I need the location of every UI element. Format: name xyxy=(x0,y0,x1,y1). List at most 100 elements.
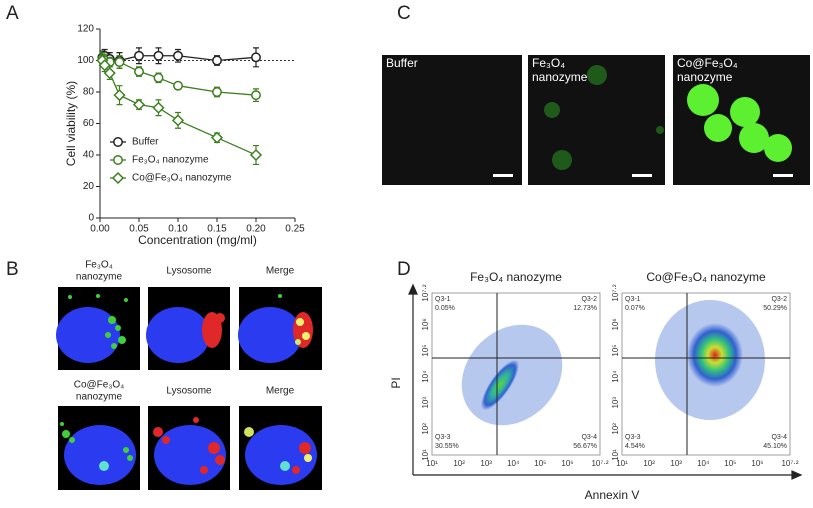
quadrant-percent: 50.29% xyxy=(763,305,787,312)
image-label: nanozyme xyxy=(677,70,733,84)
legend-label: Co@Fe₃O₄ nanozyme xyxy=(132,173,232,184)
y-tick-label: 10³ xyxy=(611,397,620,409)
y-tick-label: 10¹ xyxy=(421,449,430,461)
data-point xyxy=(251,52,261,63)
x-tick-label: 10² xyxy=(453,459,465,468)
plot-frame xyxy=(431,292,601,456)
image-label: Buffer xyxy=(386,56,418,70)
panel-letter: B xyxy=(6,259,19,280)
x-tick-label: 10⁶ xyxy=(751,459,763,468)
x-tick-label: 10³ xyxy=(480,459,492,468)
density-cloud xyxy=(461,300,765,426)
x-tick-label: 0.10 xyxy=(168,224,188,235)
series-line xyxy=(101,60,257,156)
y-tick-label: 10³ xyxy=(421,397,430,409)
row-label: nanozyme xyxy=(76,392,123,403)
x-tick-label: 10¹ xyxy=(426,459,438,468)
quadrant-percent: 30.55% xyxy=(435,443,459,450)
y-tick-label: 10⁵ xyxy=(611,344,620,356)
quadrant-percent: 4.54% xyxy=(625,443,645,450)
x-tick-label: 10⁵ xyxy=(724,459,736,468)
quadrant-name: Q3-4 xyxy=(581,434,597,441)
x-tick-label: 10¹ xyxy=(616,459,628,468)
y-tick-label: 10⁷·² xyxy=(611,284,620,301)
data-point xyxy=(249,148,263,162)
y-tick-label: 60 xyxy=(83,118,95,129)
panel-letter: C xyxy=(397,3,411,24)
y-tick-label: 10¹ xyxy=(611,449,620,461)
fluorescence-images xyxy=(382,55,810,185)
y-tick-label: 10⁴ xyxy=(421,370,430,383)
legend-label: Buffer xyxy=(132,137,159,148)
data-point xyxy=(210,131,224,144)
plot-title: Co@Fe₃O₄ nanozyme xyxy=(646,270,766,284)
row-label: Co@Fe₃O₄ xyxy=(74,380,125,391)
plot-frame xyxy=(621,292,791,456)
x-axis-label: Annexin V xyxy=(585,488,640,502)
x-tick-label: 0.05 xyxy=(129,224,149,235)
image-label: Fe₃O₄ xyxy=(532,56,565,70)
y-tick-label: 10⁶ xyxy=(611,318,620,330)
y-tick-label: 120 xyxy=(77,24,94,35)
data-point xyxy=(212,55,222,66)
x-tick-label: 10⁶ xyxy=(561,459,573,468)
data-point xyxy=(134,66,144,77)
x-tick-label: 0.25 xyxy=(285,224,305,235)
legend-marker xyxy=(113,155,123,165)
plot-title: Fe₃O₄ nanozyme xyxy=(470,270,562,284)
column-label: Lysosome xyxy=(166,266,212,277)
y-tick-label: 0 xyxy=(88,213,94,224)
data-point xyxy=(134,50,144,61)
data-point xyxy=(132,98,146,111)
data-point xyxy=(251,90,261,101)
quadrant-percent: 0.07% xyxy=(625,305,645,312)
data-point xyxy=(98,59,111,72)
column-label: Merge xyxy=(266,266,295,277)
y-tick-label: 10⁶ xyxy=(421,318,430,330)
quadrant-name: Q3-3 xyxy=(625,434,641,441)
data-point xyxy=(173,80,183,91)
data-point xyxy=(103,67,116,80)
legend-label: Fe₃O₄ nanozyme xyxy=(132,155,209,166)
data-point xyxy=(173,50,183,61)
quadrant-percent: 56.67% xyxy=(573,443,597,450)
row-label: nanozyme xyxy=(76,272,123,283)
x-tick-label: 0.15 xyxy=(207,224,227,235)
image-label: Co@Fe₃O₄ xyxy=(677,56,738,70)
x-tick-label: 10² xyxy=(643,459,655,468)
y-tick-label: 10⁵ xyxy=(421,344,430,356)
y-tick-label: 100 xyxy=(77,55,94,66)
quadrant-percent: 45.10% xyxy=(763,443,787,450)
data-point xyxy=(153,50,164,61)
x-tick-label: 10⁷·² xyxy=(781,459,798,468)
data-point xyxy=(171,114,185,127)
x-tick-label: 0.00 xyxy=(90,224,110,235)
quadrant-percent: 12.73% xyxy=(573,305,597,312)
y-tick-label: 10² xyxy=(421,423,430,435)
column-label: Merge xyxy=(266,386,295,397)
y-axis-label: PI xyxy=(389,377,403,388)
quadrant-name: Q3-2 xyxy=(581,296,597,303)
legend-marker xyxy=(111,171,125,185)
y-tick-label: 10² xyxy=(611,423,620,435)
quadrant-name: Q3-4 xyxy=(771,434,787,441)
quadrant-percent: 0.05% xyxy=(435,305,455,312)
y-tick-label: 10⁷·² xyxy=(421,284,430,301)
data-point xyxy=(113,89,126,102)
x-axis-label: Concentration (mg/ml) xyxy=(138,233,257,247)
data-point xyxy=(153,72,164,83)
x-tick-label: 10⁴ xyxy=(697,459,710,468)
y-tick-label: 80 xyxy=(83,87,95,98)
column-label: Lysosome xyxy=(166,386,212,397)
x-tick-label: 10³ xyxy=(670,459,682,468)
quadrant-name: Q3-2 xyxy=(771,296,787,303)
quadrant-name: Q3-3 xyxy=(435,434,451,441)
data-point xyxy=(152,101,165,114)
quadrant-name: Q3-1 xyxy=(625,296,641,303)
x-tick-label: 10⁷·² xyxy=(591,459,608,468)
x-tick-label: 10⁴ xyxy=(507,459,520,468)
y-tick-label: 10⁴ xyxy=(611,370,620,383)
panel-letter: D xyxy=(397,259,411,280)
quadrant-name: Q3-1 xyxy=(435,296,451,303)
